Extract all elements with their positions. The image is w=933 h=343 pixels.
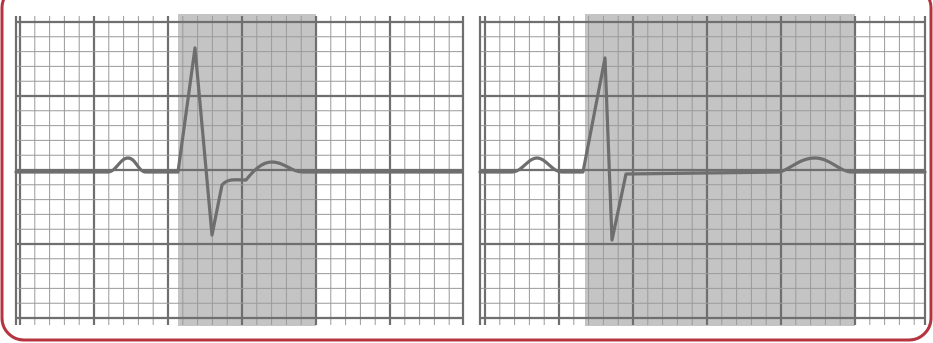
ecg-trace-left xyxy=(14,46,464,237)
ecg-trace-right xyxy=(478,56,927,242)
